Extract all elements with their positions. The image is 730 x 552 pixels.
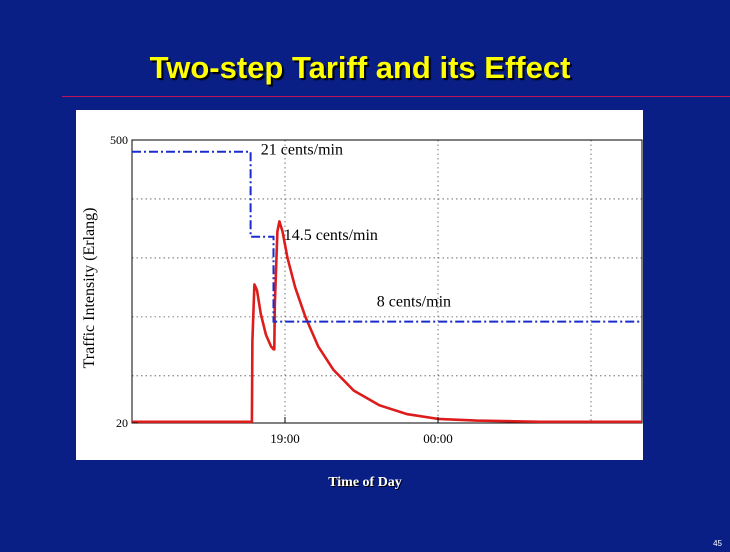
x-tick-label: 19:00 xyxy=(270,431,300,446)
y-axis-label: Traffic Intensity (Erlang) xyxy=(81,208,98,369)
y-tick-label: 500 xyxy=(110,133,128,147)
chart-svg: 21 cents/min 14.5 cents/min 8 cents/min 50… xyxy=(81,133,643,446)
tariff-price-label: 14.5 cents/min xyxy=(284,227,378,244)
title-divider xyxy=(62,96,730,97)
slide-title: Two-step Tariff and its Effect xyxy=(149,50,571,85)
tariff-price-label: 8 cents/min xyxy=(377,293,451,310)
x-axis-label: Time of Day xyxy=(328,475,402,490)
traffic-line xyxy=(132,220,642,424)
x-tick-label: 00:00 xyxy=(423,431,453,446)
series xyxy=(132,150,642,424)
tariff-price-label: 21 cents/min xyxy=(261,142,343,159)
tariff-line xyxy=(132,150,642,323)
plot-frame xyxy=(131,139,643,424)
annotations: 21 cents/min 14.5 cents/min 8 cents/min xyxy=(261,142,451,311)
ticks: 500 20 19:00 00:00 xyxy=(110,133,453,446)
traffic-chart: 21 cents/min 14.5 cents/min 8 cents/min 50… xyxy=(76,110,643,460)
y-tick-label: 20 xyxy=(116,416,128,430)
grid xyxy=(132,140,642,423)
page-number: 45 xyxy=(713,539,722,548)
